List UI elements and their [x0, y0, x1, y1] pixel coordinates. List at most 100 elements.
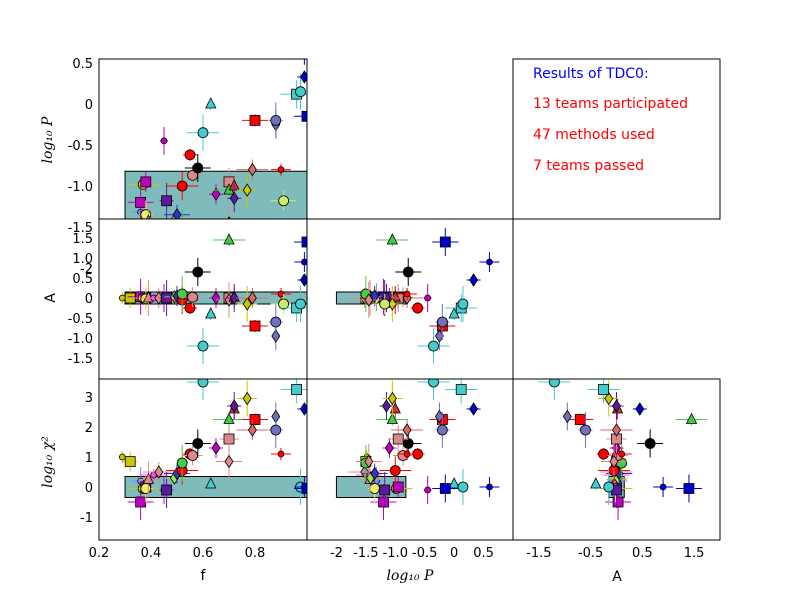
x-axis-label-a: A — [612, 569, 622, 585]
y-tick-logp: 0.5 — [72, 57, 93, 72]
data-point — [439, 236, 451, 248]
y-tick-a: -1.0 — [68, 332, 93, 347]
data-point — [301, 483, 307, 494]
axes-frame — [306, 378, 514, 541]
data-point — [590, 477, 602, 489]
y-tick-a: 0.5 — [72, 272, 93, 287]
data-point — [135, 196, 147, 208]
data-point — [184, 149, 196, 161]
data-point — [635, 402, 645, 416]
panel-logp-vs-f — [124, 59, 307, 232]
data-point — [469, 273, 479, 287]
data-point — [247, 162, 257, 177]
data-point — [402, 438, 414, 449]
data-point — [154, 465, 164, 479]
data-point — [249, 115, 261, 126]
data-point — [177, 222, 187, 232]
data-point — [392, 481, 404, 493]
data-point — [229, 191, 239, 206]
data-point — [469, 402, 479, 416]
x-tick-logp: -1.5 — [353, 546, 378, 561]
data-point — [299, 273, 307, 287]
data-point — [192, 438, 204, 449]
data-point — [229, 399, 239, 413]
data-point — [618, 450, 626, 458]
data-point — [380, 362, 390, 372]
data-point — [247, 423, 257, 437]
y-tick-a: 0 — [85, 292, 93, 307]
data-point — [140, 483, 152, 494]
data-point — [197, 127, 209, 139]
data-point — [176, 457, 188, 469]
data-point — [598, 448, 609, 460]
data-point — [205, 307, 217, 319]
data-point — [270, 115, 282, 126]
data-point — [197, 340, 209, 352]
data-point — [455, 384, 467, 395]
data-point — [683, 483, 695, 494]
data-point — [369, 483, 381, 494]
data-point — [379, 298, 391, 310]
data-point — [227, 216, 231, 219]
results-title: Results of TDC0: — [533, 66, 649, 82]
data-point — [205, 477, 217, 489]
data-point — [604, 362, 614, 372]
data-point — [249, 320, 261, 332]
data-point — [598, 384, 609, 395]
data-point — [278, 195, 290, 207]
data-point — [176, 180, 188, 192]
x-tick-f: 0.2 — [89, 546, 110, 561]
data-point — [161, 484, 173, 496]
data-point — [403, 450, 411, 458]
x-tick-logp: -0.5 — [412, 546, 437, 561]
y-tick-logp: 0 — [85, 98, 93, 113]
data-point — [211, 187, 221, 201]
panel-chi2-vs-f — [118, 379, 307, 520]
data-point — [135, 496, 147, 508]
data-point — [364, 454, 374, 469]
data-point — [291, 384, 303, 395]
data-point — [295, 298, 306, 310]
x-tick-logp: -1.0 — [383, 546, 408, 561]
y-tick-chi2: -1 — [80, 511, 93, 526]
data-point — [242, 297, 252, 311]
y-tick-chi2: 1 — [85, 451, 93, 466]
x-tick-f: 0.8 — [245, 546, 266, 561]
data-point — [301, 236, 307, 248]
data-point — [384, 441, 394, 455]
data-point — [205, 97, 217, 109]
data-point — [403, 290, 411, 298]
data-point — [192, 266, 204, 278]
data-point — [370, 466, 380, 481]
data-point — [379, 484, 391, 496]
result-note: 13 teams participated — [533, 96, 688, 112]
data-point — [364, 293, 374, 307]
data-point — [197, 379, 209, 388]
data-point — [412, 302, 424, 314]
data-point — [140, 176, 152, 188]
data-point — [402, 266, 414, 278]
x-axis-label-logp: log₁₀ P — [387, 568, 435, 584]
data-point — [609, 454, 619, 469]
data-point — [211, 291, 221, 305]
data-point — [224, 454, 234, 469]
data-point — [424, 486, 432, 494]
data-point — [278, 298, 290, 310]
data-point — [242, 183, 252, 197]
data-point — [486, 258, 493, 266]
data-point — [161, 292, 173, 304]
x-tick-f: 0.6 — [193, 546, 214, 561]
y-tick-chi2: 3 — [85, 391, 93, 406]
data-point — [370, 289, 380, 303]
data-point — [119, 453, 126, 461]
data-point — [386, 233, 398, 245]
data-point — [402, 423, 412, 437]
y-tick-logp: -1.0 — [68, 180, 93, 195]
panel-a-vs-f — [118, 228, 307, 364]
data-point — [301, 258, 307, 266]
data-point — [457, 481, 469, 493]
data-point — [685, 412, 698, 424]
data-point — [612, 423, 621, 437]
panel-a-vs-logp — [335, 228, 500, 364]
x-axis-label-f: f — [201, 568, 207, 584]
